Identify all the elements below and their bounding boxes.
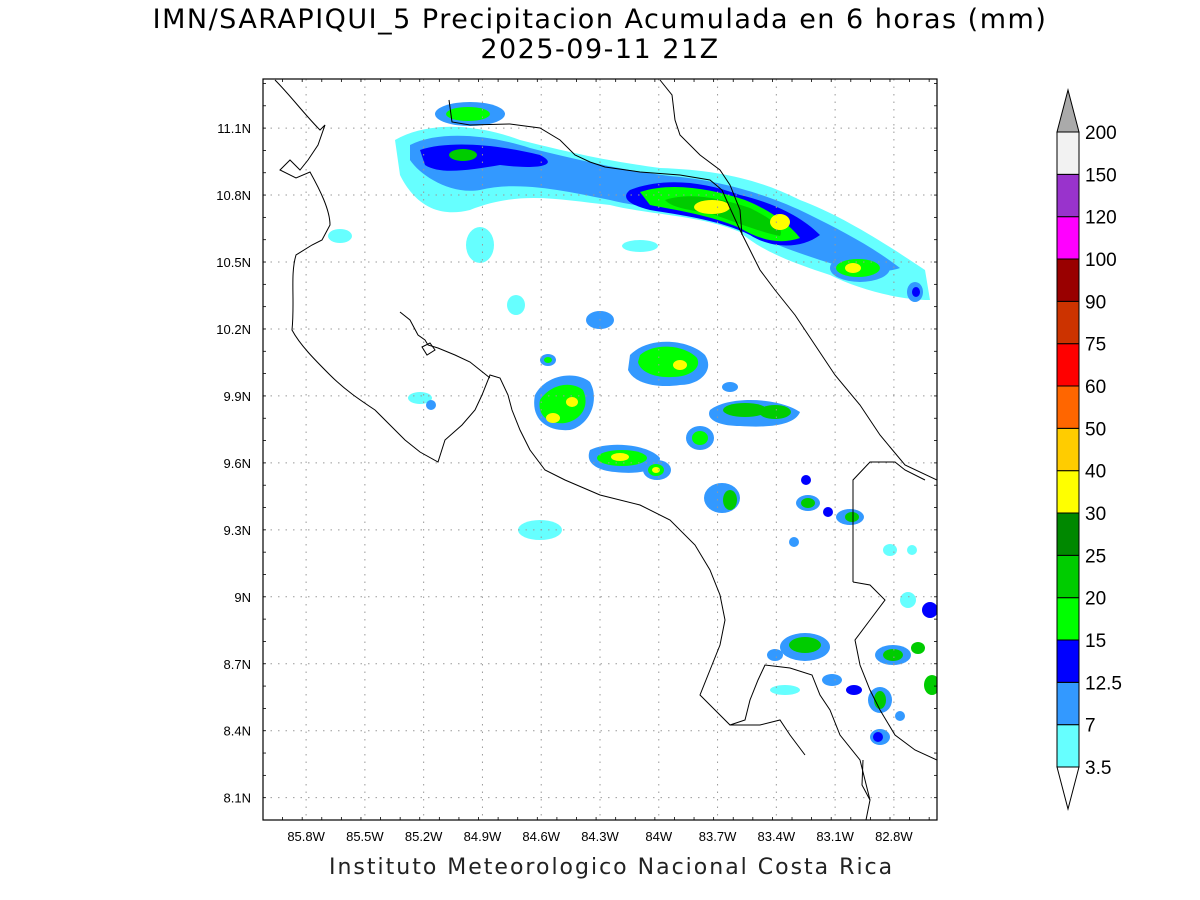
colorbar-level-label: 150 bbox=[1085, 165, 1117, 186]
y-tick-label: 10.2N bbox=[216, 322, 251, 337]
colorbar-swatch bbox=[1056, 216, 1080, 260]
colorbar-level-label: 50 bbox=[1085, 419, 1106, 440]
colorbar-swatch bbox=[1056, 173, 1080, 218]
y-tick-label: 11.1N bbox=[217, 121, 251, 136]
colorbar-level-label: 20 bbox=[1085, 589, 1106, 610]
map-axes: 85.8W 85.5W 85.2W 84.9W 84.6W 84.3W 84W 83.7W 83… bbox=[216, 79, 937, 844]
coastline-borders bbox=[274, 79, 937, 820]
colorbar-level-label: 25 bbox=[1085, 546, 1106, 567]
y-tick-label: 9.3N bbox=[224, 523, 251, 538]
y-tick-label: 10.8N bbox=[216, 188, 251, 203]
colorbar-swatch bbox=[1056, 554, 1080, 599]
x-tick-label: 84.3W bbox=[581, 829, 619, 844]
colorbar-swatch bbox=[1056, 258, 1080, 302]
y-tick-label: 9.9N bbox=[224, 389, 251, 404]
colorbar-max-arrow bbox=[1056, 88, 1080, 133]
colorbar-level-label: 100 bbox=[1085, 250, 1117, 271]
map-title: IMN/SARAPIQUI_5 Precipitacion Acumulada … bbox=[152, 4, 1048, 35]
colorbar-swatch bbox=[1056, 681, 1080, 726]
colorbar-level-label: 75 bbox=[1085, 335, 1106, 356]
colorbar-min-arrow bbox=[1056, 766, 1080, 811]
colorbar-level-label: 15 bbox=[1085, 631, 1106, 652]
precipitation-colorbar: 3.5 7 12.5 15 20 25 30 40 50 60 75 90 100 120 150 200 bbox=[1056, 88, 1122, 811]
y-tick-label: 8.4N bbox=[224, 724, 251, 739]
colorbar-level-label: 30 bbox=[1085, 504, 1106, 525]
colorbar-level-label: 200 bbox=[1085, 123, 1117, 144]
colorbar-level-label: 120 bbox=[1085, 208, 1117, 229]
colorbar-swatch bbox=[1056, 470, 1080, 514]
colorbar-swatch bbox=[1056, 639, 1080, 683]
y-tick-label: 8.1N bbox=[224, 791, 251, 806]
precipitation-layer bbox=[328, 102, 937, 745]
x-tick-label: 84W bbox=[645, 829, 672, 844]
x-tick-label: 83.4W bbox=[758, 829, 796, 844]
colorbar-level-label: 90 bbox=[1085, 292, 1106, 313]
y-tick-label: 9N bbox=[234, 590, 251, 605]
colorbar-swatch bbox=[1056, 300, 1080, 345]
x-tick-label: 85.2W bbox=[405, 829, 443, 844]
plot-frame bbox=[262, 78, 938, 821]
colorbar-swatch bbox=[1056, 343, 1080, 387]
map-subtitle-date: 2025-09-11 21Z bbox=[480, 34, 720, 65]
colorbar-level-label: 12.5 bbox=[1085, 673, 1122, 694]
x-tick-label: 83.1W bbox=[816, 829, 854, 844]
x-tick-label: 84.6W bbox=[522, 829, 560, 844]
x-tick-label: 82.8W bbox=[875, 829, 913, 844]
x-tick-label: 83.7W bbox=[699, 829, 737, 844]
colorbar-swatch bbox=[1056, 512, 1080, 556]
colorbar-swatch bbox=[1056, 427, 1080, 472]
y-tick-label: 9.6N bbox=[224, 456, 251, 471]
colorbar-level-label: 60 bbox=[1085, 377, 1106, 398]
x-tick-label: 85.5W bbox=[346, 829, 384, 844]
x-tick-label: 85.8W bbox=[287, 829, 325, 844]
footer-credit: Instituto Meteorologico Nacional Costa R… bbox=[329, 855, 895, 880]
colorbar-swatch bbox=[1056, 724, 1080, 768]
colorbar-level-label: 40 bbox=[1085, 462, 1106, 483]
x-tick-label: 84.9W bbox=[464, 829, 502, 844]
colorbar-swatch bbox=[1056, 597, 1080, 641]
colorbar-swatch bbox=[1056, 131, 1080, 175]
y-tick-label: 8.7N bbox=[224, 657, 251, 672]
y-tick-label: 10.5N bbox=[216, 255, 251, 270]
colorbar-swatch bbox=[1056, 385, 1080, 429]
colorbar-level-label: 7 bbox=[1085, 716, 1096, 737]
colorbar-level-label: 3.5 bbox=[1085, 758, 1111, 779]
